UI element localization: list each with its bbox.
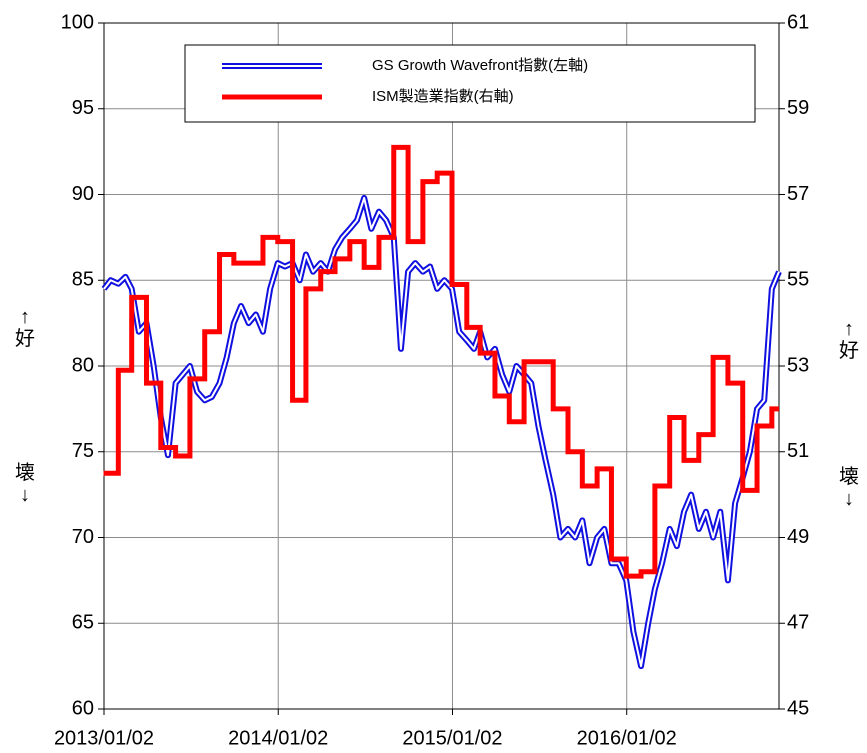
y2-tick-label: 45 <box>787 697 809 719</box>
y-tick-label: 65 <box>72 612 94 634</box>
y-tick-label: 85 <box>72 269 94 291</box>
x-tick-label: 2014/01/02 <box>228 727 328 749</box>
series-line <box>101 194 782 670</box>
y-tick-label: 95 <box>72 97 94 119</box>
y2-tick-label: 53 <box>787 354 809 376</box>
y-tick-label: 70 <box>72 526 94 548</box>
legend-label: ISM製造業指數(右軸) <box>372 88 514 105</box>
x-tick-label: 2015/01/02 <box>402 727 502 749</box>
legend-box <box>184 44 756 123</box>
left-annotation-down: 壊↓ <box>15 462 35 506</box>
right-annotation-up: ↑好 <box>839 318 859 362</box>
left-annotation-up: ↑好 <box>15 306 35 350</box>
y-tick-label: 60 <box>72 697 94 719</box>
y2-tick-label: 59 <box>787 97 809 119</box>
x-tick-label: 2013/01/02 <box>54 727 154 749</box>
y2-tick-label: 49 <box>787 526 809 548</box>
y2-tick-label: 47 <box>787 612 809 634</box>
y-tick-label: 75 <box>72 440 94 462</box>
y-tick-label: 100 <box>61 11 94 33</box>
legend-label: GS Growth Wavefront指數(左軸) <box>372 57 588 74</box>
right-annotation-down: 壊↓ <box>839 466 859 510</box>
series-line <box>103 144 779 579</box>
y-tick-label: 80 <box>72 354 94 376</box>
y2-tick-label: 61 <box>787 11 809 33</box>
y2-tick-label: 55 <box>787 269 809 291</box>
y-tick-label: 90 <box>72 183 94 205</box>
series-line-inner <box>103 196 780 668</box>
plot-border <box>103 22 780 710</box>
x-tick-label: 2016/01/02 <box>577 727 677 749</box>
y2-tick-label: 57 <box>787 183 809 205</box>
y2-tick-label: 51 <box>787 440 809 462</box>
